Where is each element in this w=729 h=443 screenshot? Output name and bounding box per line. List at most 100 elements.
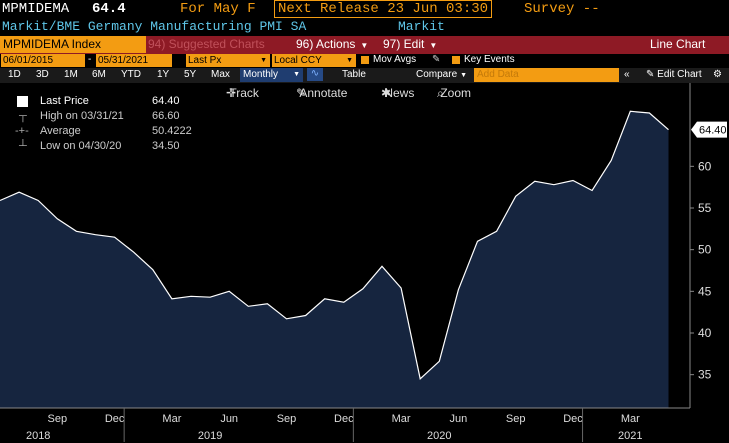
legend-label: Last Price (40, 95, 89, 107)
next-release-box[interactable]: Next Release 23 Jun 03:30 (274, 0, 493, 18)
end-date-field[interactable]: 05/31/2021 (96, 54, 172, 67)
zoom-button[interactable]: ⌕ Zoom (437, 85, 471, 100)
date-separator: - (88, 54, 92, 65)
annotate-label: Annotate (299, 86, 348, 100)
start-date-field[interactable]: 06/01/2015 (1, 54, 85, 67)
caret-down-icon: ▼ (346, 57, 353, 64)
legend-average: -+- Average 50.4222 (9, 125, 192, 138)
suggested-charts-button[interactable]: 94) Suggested Charts (148, 37, 265, 51)
series-area (0, 111, 669, 409)
caret-down-icon: ▼ (429, 41, 438, 50)
range-ytd[interactable]: YTD (121, 69, 141, 80)
range-max[interactable]: Max (211, 69, 230, 80)
legend-value: 66.60 (152, 110, 180, 122)
x-year-label: 2021 (618, 430, 642, 442)
y-tick-label: 50 (698, 243, 712, 257)
legend-label: Low on 04/30/20 (40, 140, 122, 152)
y-tick-label: 55 (698, 201, 712, 215)
currency-label: Local CCY (274, 55, 322, 66)
title-bar: MPMIDEMA 64.4 For May F Next Release 23 … (0, 0, 729, 19)
x-tick-label: Sep (48, 413, 68, 425)
security-field[interactable]: MPMIDEMA Index (0, 36, 146, 53)
legend-value: 50.4222 (152, 125, 192, 137)
ticker-label: MPMIDEMA (2, 1, 70, 17)
news-button[interactable]: ✱ News (381, 85, 414, 100)
key-events-checkbox[interactable] (452, 56, 460, 64)
line-chart-icon[interactable]: ∿ (307, 68, 323, 81)
mov-avgs-checkbox[interactable] (361, 56, 369, 64)
high-marker-icon: ┬ (19, 110, 27, 122)
y-tick-label: 35 (698, 368, 712, 382)
x-tick-label: Mar (162, 413, 181, 425)
track-label: Track (229, 86, 259, 100)
compare-label: Compare (416, 69, 458, 80)
frequency-select[interactable]: Monthly ▼ (240, 68, 303, 82)
news-label: News (384, 86, 415, 100)
legend-value: 64.40 (152, 95, 180, 107)
menu-bar: MPMIDEMA Index 94) Suggested Charts 96) … (0, 36, 729, 54)
x-tick-label: Dec (105, 413, 125, 425)
chart-legend: Last Price 64.40 ┬ High on 03/31/21 66.6… (5, 92, 192, 159)
range-bar: 1D 3D 1M 6M YTD 1Y 5Y Max Monthly ▼ ∿ Tab… (0, 68, 729, 83)
legend-last-price: Last Price 64.40 (9, 95, 189, 108)
chart-toolbar: ✛ Track ✎ Annotate ✱ News ⌕ Zoom (226, 84, 496, 101)
caret-down-icon: ▼ (460, 72, 468, 79)
compare-menu[interactable]: Compare ▼ (416, 69, 467, 80)
legend-label: High on 03/31/21 (40, 110, 124, 122)
legend-low: ┴ Low on 04/30/20 34.50 (9, 140, 189, 153)
range-6m[interactable]: 6M (92, 69, 106, 80)
x-tick-label: Dec (334, 413, 354, 425)
x-year-label: 2020 (427, 430, 451, 442)
track-button[interactable]: ✛ Track (226, 85, 259, 100)
annotate-button[interactable]: ✎ Annotate (296, 85, 347, 100)
range-5y[interactable]: 5Y (184, 69, 197, 80)
edit-label: 97) Edit (383, 37, 425, 51)
legend-label: Average (40, 125, 81, 137)
price-value: 64.4 (92, 1, 126, 17)
news-icon: ✱ (381, 86, 392, 100)
x-tick-label: Sep (506, 413, 526, 425)
caret-down-icon: ▼ (260, 57, 267, 64)
security-description: Markit/BME Germany Manufacturing PMI SA (2, 19, 307, 34)
table-button[interactable]: Table (342, 69, 366, 80)
range-1d[interactable]: 1D (8, 69, 21, 80)
chart-type-label: Line Chart (650, 37, 706, 51)
line-chart[interactable]: 35 40 45 50 55 60 64.40 Sep Dec Mar Jun Sep Dec Mar Ju… (0, 83, 729, 443)
edit-menu[interactable]: 97) Edit ▼ (383, 37, 437, 51)
range-1y[interactable]: 1Y (157, 69, 170, 80)
currency-select[interactable]: Local CCY ▼ (272, 54, 356, 67)
last-value-flag (691, 121, 727, 138)
actions-menu[interactable]: 96) Actions ▼ (296, 37, 368, 51)
zoom-label: Zoom (440, 86, 472, 100)
collapse-icon[interactable]: « (624, 69, 630, 80)
legend-value: 34.50 (152, 140, 180, 152)
x-tick-label: Mar (392, 413, 411, 425)
add-data-field[interactable]: Add Data (474, 68, 619, 82)
actions-label: 96) Actions (296, 37, 356, 51)
crosshair-icon: ✛ (226, 86, 237, 100)
x-tick-label: Sep (277, 413, 297, 425)
legend-high: ┬ High on 03/31/21 66.60 (9, 110, 189, 123)
field-select[interactable]: Last Px ▼ (186, 54, 270, 67)
y-tick-label: 60 (698, 159, 712, 173)
x-tick-label: Mar (621, 413, 640, 425)
y-tick-label: 40 (698, 326, 712, 340)
pencil-icon: ✎ (296, 86, 307, 100)
x-year-label: 2019 (198, 430, 222, 442)
survey-label: Survey -- (524, 1, 600, 17)
series-line (0, 110, 669, 380)
low-marker-icon: ┴ (19, 140, 27, 152)
edit-chart-button[interactable]: ✎ Edit Chart (646, 69, 702, 80)
key-events-label: Key Events (464, 54, 515, 65)
average-marker-icon: -+- (15, 125, 29, 137)
x-tick-label: Jun (450, 413, 468, 425)
x-year-label: 2018 (26, 430, 50, 442)
caret-down-icon: ▼ (293, 71, 300, 78)
range-1m[interactable]: 1M (64, 69, 78, 80)
edit-chart-label: Edit Chart (657, 69, 702, 80)
mov-avgs-label: Mov Avgs (373, 54, 417, 65)
gear-icon[interactable]: ⚙ (713, 69, 722, 80)
pencil-icon[interactable]: ✎ (432, 54, 441, 65)
range-3d[interactable]: 3D (36, 69, 49, 80)
source-label: Markit (398, 19, 445, 34)
